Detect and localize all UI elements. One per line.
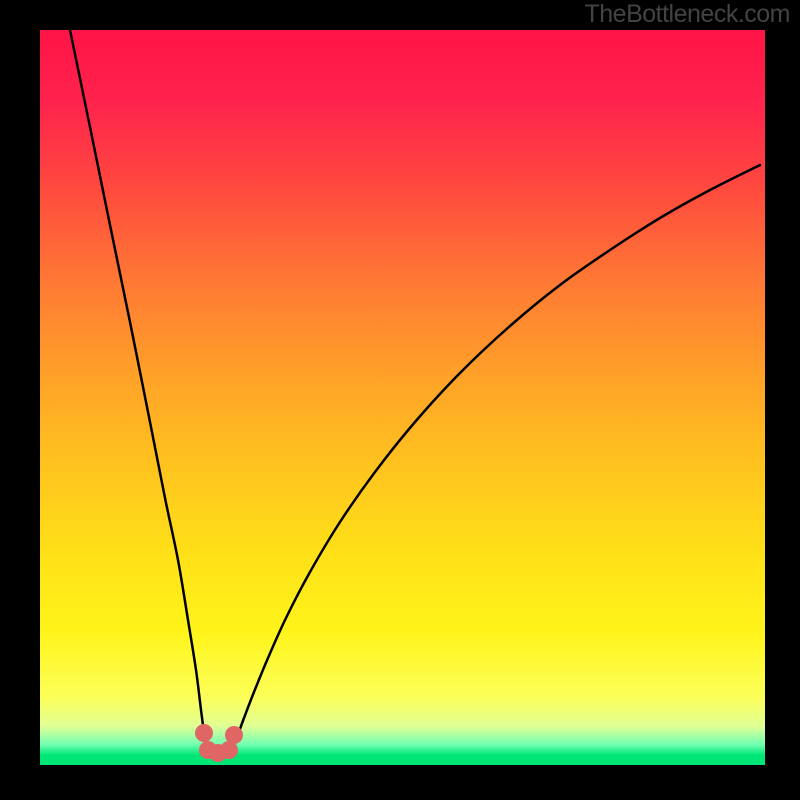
bottleneck-chart [0,0,800,800]
curve-marker [225,726,243,744]
green-band [40,755,765,765]
curve-marker [195,724,213,742]
plot-background [40,30,765,755]
chart-container: TheBottleneck.com [0,0,800,800]
attribution-text: TheBottleneck.com [585,0,791,29]
